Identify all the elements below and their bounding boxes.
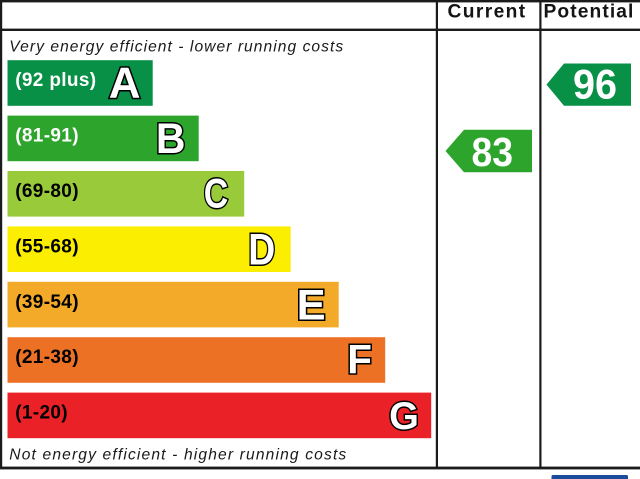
svg-text:(81-91): (81-91) <box>15 126 79 147</box>
svg-text:(39-54): (39-54) <box>15 292 79 313</box>
svg-text:(1-20): (1-20) <box>15 403 68 424</box>
svg-text:B: B <box>156 115 186 163</box>
svg-text:(69-80): (69-80) <box>15 181 79 202</box>
svg-text:E: E <box>297 282 326 330</box>
svg-text:83: 83 <box>472 129 514 175</box>
svg-text:(92 plus): (92 plus) <box>15 70 96 91</box>
svg-text:C: C <box>204 170 229 217</box>
svg-text:F: F <box>347 337 372 383</box>
svg-text:G: G <box>389 395 419 438</box>
svg-text:Very energy efficient - lower: Very energy efficient - lower running co… <box>9 38 344 55</box>
svg-text:D: D <box>248 225 275 274</box>
svg-text:(21-38): (21-38) <box>15 347 79 368</box>
svg-text:Not energy efficient - higher: Not energy efficient - higher running co… <box>9 446 347 463</box>
svg-text:(55-68): (55-68) <box>15 236 79 257</box>
svg-text:A: A <box>109 58 141 107</box>
svg-text:Potential: Potential <box>544 2 635 23</box>
svg-text:96: 96 <box>573 60 617 107</box>
svg-text:Current: Current <box>447 2 526 23</box>
